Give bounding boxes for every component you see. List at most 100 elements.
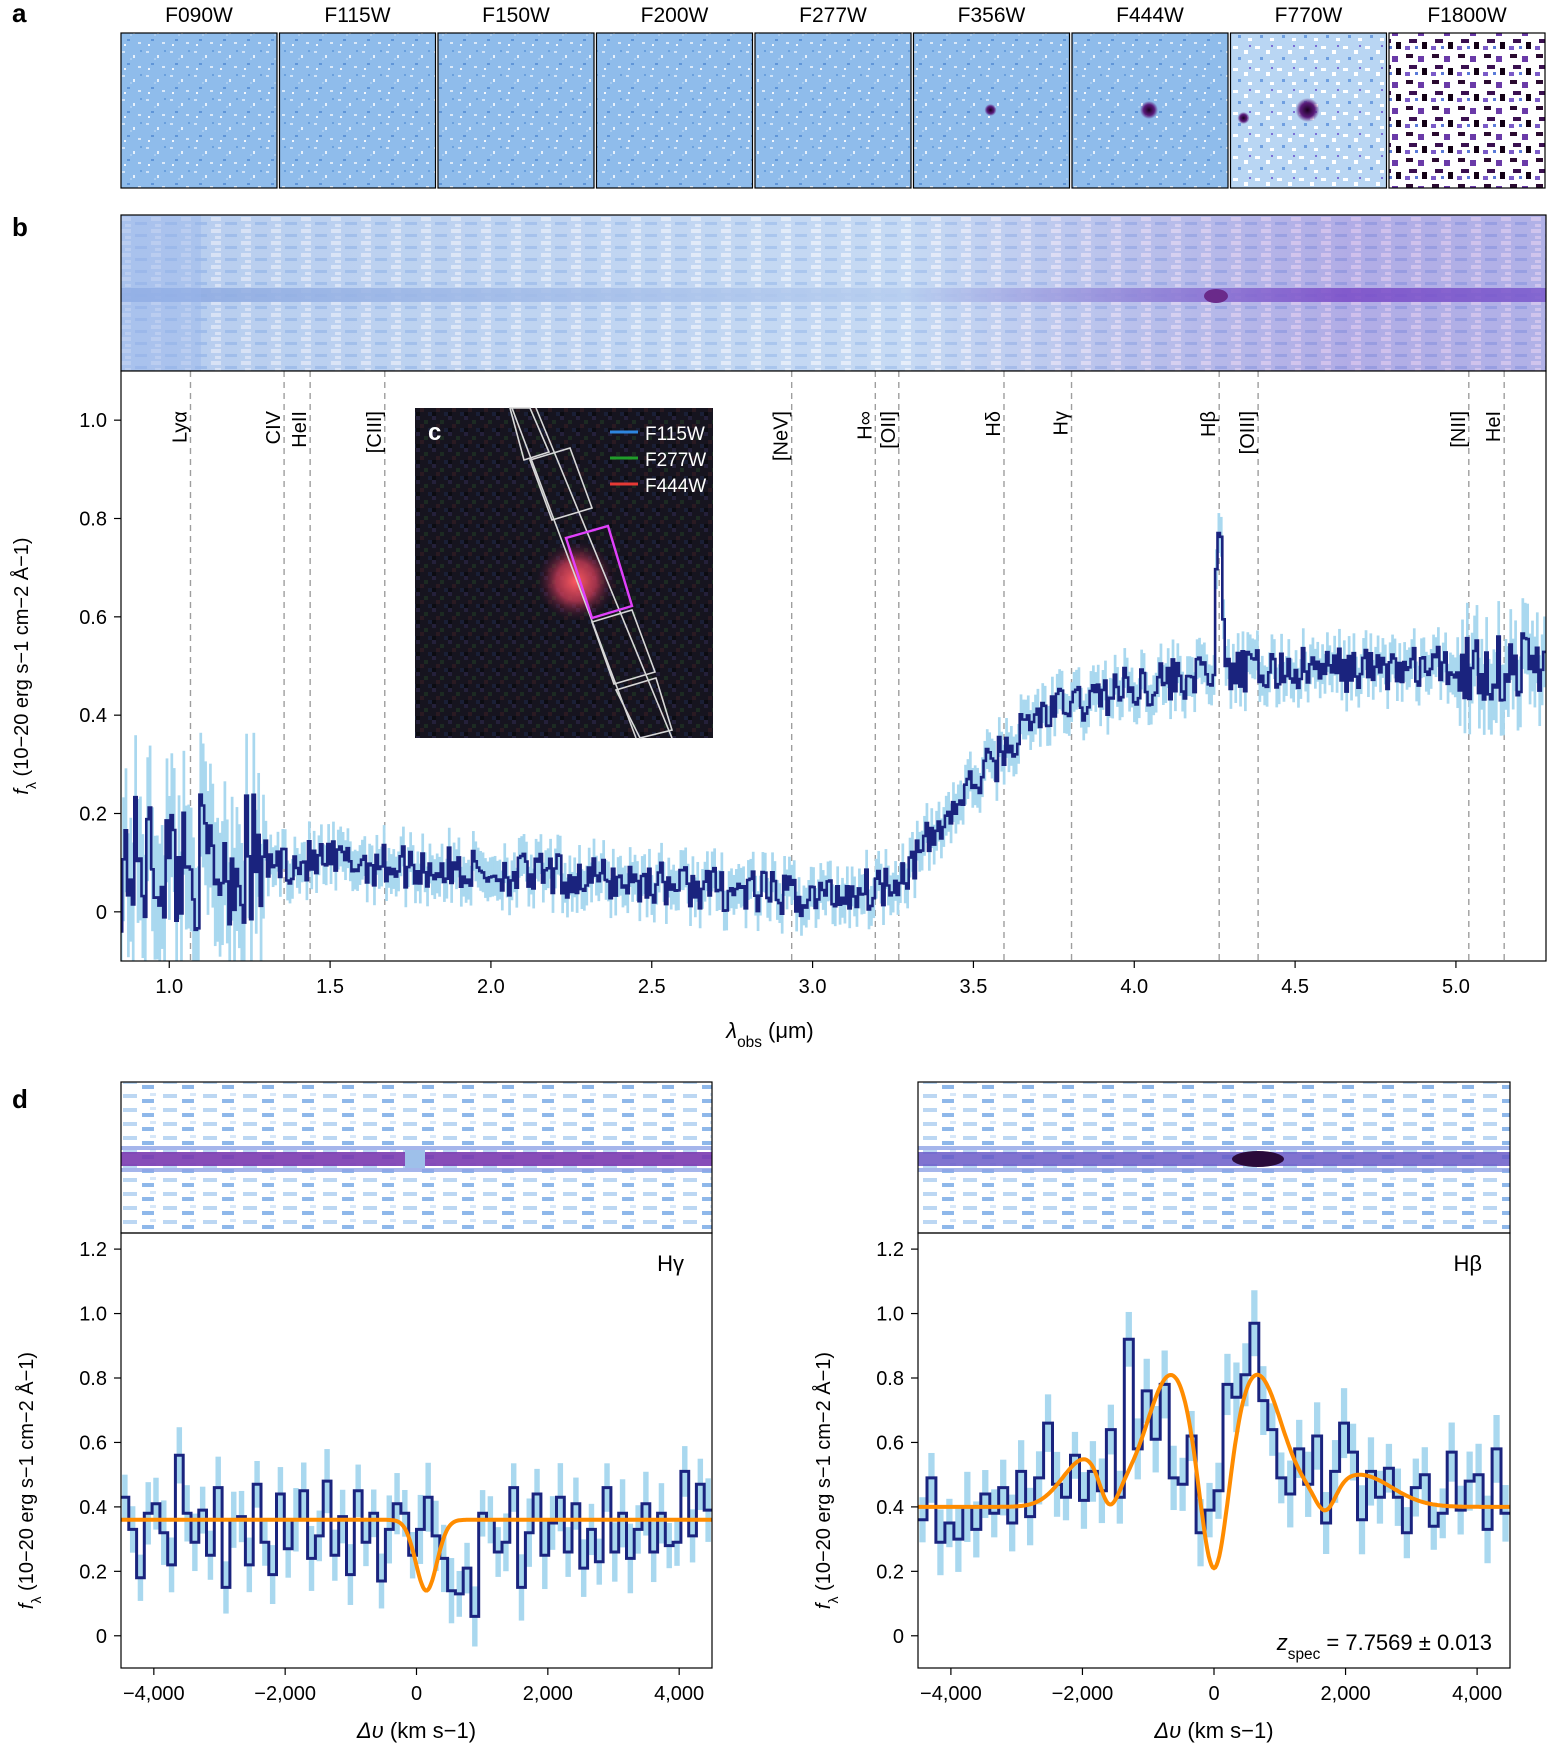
y-tick-label: 1.0	[79, 410, 107, 432]
x-tick-label: 0	[411, 1683, 422, 1705]
x-tick-label: 3.5	[960, 976, 988, 998]
x-tick-label: 3.0	[799, 976, 827, 998]
x-axis-label: Δυ (km s−1)	[356, 1718, 476, 1743]
plot-area	[121, 1427, 712, 1647]
line-label: HeII	[289, 411, 311, 448]
x-axis-label-main: Δυ	[1153, 1718, 1181, 1743]
redshift-sub: spec	[1288, 1646, 1321, 1663]
y-tick-label: 0.4	[79, 1497, 107, 1519]
filter-image	[279, 33, 436, 188]
y-axis-label: fλ (10−20 erg s−1 cm−2 Å−1)	[15, 1352, 44, 1609]
y-tick-label: 0.4	[79, 705, 107, 727]
line-label: [OII]	[878, 411, 900, 449]
legend-label: F444W	[645, 476, 706, 497]
source-dot	[984, 104, 997, 116]
inset-legend: F115W F277W F444W	[610, 424, 706, 497]
filter-stamp: F200W	[595, 4, 754, 189]
filter-frame	[1071, 32, 1229, 189]
x-tick-label: 1.0	[155, 976, 183, 998]
y-axis-label-sub: λ	[28, 1597, 44, 1604]
legend-label: F277W	[645, 450, 706, 471]
plot-frame	[120, 1232, 713, 1669]
x-tick-label: 2.5	[638, 976, 666, 998]
hbeta-line-plot: −4,000 −2,000 0 2,000 4,000 0 0.2 0.4 0.6 0.8 1.0 1…	[812, 1232, 1511, 1743]
x-tick-label: 4,000	[1452, 1683, 1502, 1705]
x-axis-label-main: Δυ	[356, 1718, 384, 1743]
panel-label-b: b	[12, 212, 28, 242]
line-label: H∞	[854, 411, 876, 440]
y-tick-label: 0.2	[876, 1561, 904, 1583]
spectrum-line	[918, 1321, 1510, 1544]
filter-frame	[278, 32, 437, 189]
line-label: Hβ	[1198, 411, 1220, 437]
slitlet-target-shutter	[564, 524, 634, 620]
y-tick-label: 0.8	[876, 1368, 904, 1390]
x-tick-label: −4,000	[920, 1683, 982, 1705]
source-dot	[1295, 98, 1320, 122]
line-label: Hδ	[983, 411, 1005, 437]
y-tick-label: 1.2	[79, 1239, 107, 1261]
x-axis-label-unit: (km s−1)	[384, 1718, 476, 1743]
y-tick-label: 0.6	[876, 1432, 904, 1454]
plot-area	[121, 371, 1546, 961]
x-axis-label-sub: obs	[737, 1034, 762, 1051]
plot-frame	[120, 370, 1547, 962]
y-axis-label-unit: (10−20 erg s−1 cm−2 Å−1)	[812, 1352, 835, 1597]
x-tick-label: 4.0	[1120, 976, 1148, 998]
y-axis-label: fλ (10−20 erg s−1 cm−2 Å−1)	[812, 1352, 841, 1609]
y-tick-label: 0.4	[876, 1497, 904, 1519]
filter-stamp: F1800W	[1388, 4, 1546, 189]
y-axis-label-unit: (10−20 erg s−1 cm−2 Å−1)	[15, 1352, 38, 1597]
y-tick-label: 0.6	[79, 607, 107, 629]
x-tick-label: 1.5	[316, 976, 344, 998]
x-axis-label-main: λ	[725, 1018, 737, 1043]
plot-frame	[917, 1232, 1511, 1669]
y-tick-label: 1.0	[876, 1304, 904, 1326]
line-label: [NII]	[1448, 411, 1470, 448]
filter-frame	[912, 32, 1071, 189]
x-tick-label: −4,000	[123, 1683, 185, 1705]
x-tick-label: 4,000	[654, 1683, 704, 1705]
inset-rgb-image: c F115W F277W F444W	[415, 407, 713, 739]
x-tick-label: 2,000	[523, 1683, 573, 1705]
y-axis-label-sub: λ	[825, 1597, 841, 1604]
filter-label: F277W	[799, 4, 867, 27]
y-axis-label-sub: λ	[23, 782, 39, 789]
filter-label: F770W	[1275, 4, 1343, 27]
legend-label: F115W	[645, 424, 705, 445]
line-label: [CIII]	[364, 411, 386, 453]
filter-image	[438, 33, 594, 188]
x-tick-label: 4.5	[1281, 976, 1309, 998]
x-axis-label-unit: (μm)	[762, 1018, 814, 1043]
x-tick-label: 2,000	[1321, 1683, 1371, 1705]
y-tick-label: 0	[96, 902, 107, 924]
filter-stamp: F356W	[912, 4, 1071, 189]
hbeta-2d-cutout	[917, 1081, 1511, 1234]
line-annotation: Hγ	[657, 1251, 684, 1276]
x-tick-label: 2.0	[477, 976, 505, 998]
line-label: CIV	[263, 410, 285, 444]
x-tick-label: −2,000	[254, 1683, 316, 1705]
filter-label: F444W	[1116, 4, 1184, 27]
line-label: [OIII]	[1237, 411, 1259, 454]
filter-stamp: F770W	[1229, 4, 1388, 189]
filter-frame	[437, 32, 595, 189]
filter-label: F150W	[482, 4, 550, 27]
filter-frame	[754, 32, 912, 189]
source-dot	[1237, 112, 1250, 124]
filter-image	[121, 33, 277, 188]
line-label: [NeV]	[771, 411, 793, 461]
y-axis-label-main: f	[813, 1601, 835, 1609]
filter-stamp: F444W	[1071, 4, 1229, 189]
error-band	[240, 843, 244, 961]
y-tick-label: 0.8	[79, 509, 107, 531]
panel-label-d: d	[12, 1084, 28, 1114]
redshift-symbol: z	[1276, 1630, 1288, 1655]
error-band	[194, 867, 198, 961]
x-axis-label: Δυ (km s−1)	[1153, 1718, 1273, 1743]
panel-label-a: a	[12, 0, 27, 28]
y-axis-label: fλ (10−20 erg s−1 cm−2 Å−1)	[10, 537, 39, 794]
filter-stamps: F090W F115W F150W F200W F277W F356W F444W F770W…	[120, 4, 1546, 189]
y-axis-label-main: f	[11, 787, 33, 795]
